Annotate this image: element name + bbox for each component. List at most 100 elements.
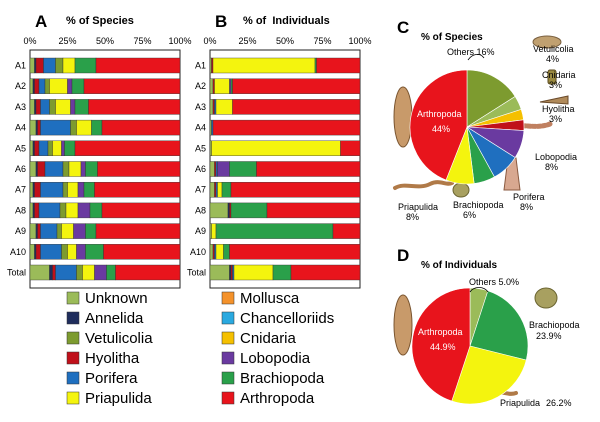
legend-swatch-annelida xyxy=(66,311,80,325)
bar-segment-a7-unknown xyxy=(29,181,34,198)
bar-segment-a2-unknown xyxy=(29,78,34,94)
bar-segment-a10-arthropoda xyxy=(229,244,361,260)
bar-segment-total-lobopodia xyxy=(94,264,107,281)
bar-segment-a7-arthropoda xyxy=(94,181,181,198)
bar-segment-total-arthropoda xyxy=(115,264,181,281)
bar-segment-a3-priapulida xyxy=(215,99,233,115)
bar-segment-a6-hyolitha xyxy=(37,161,46,177)
bar-segment-a1-hyolitha xyxy=(35,57,44,74)
bar-segment-a3-brachiopoda xyxy=(74,99,89,115)
panel-c-pie-chart xyxy=(409,69,525,185)
row-label: A7 xyxy=(195,185,206,195)
legend-swatch-priapulida xyxy=(66,391,80,405)
legend-label-lobopodia: Lobopodia xyxy=(240,350,311,367)
row-label: A10 xyxy=(190,247,206,257)
arthropod-specimen-icon xyxy=(393,294,413,356)
panel-c-title: % of Species xyxy=(421,32,483,43)
bar-segment-a4-brachiopoda xyxy=(91,119,103,136)
pie-slice-arthropoda xyxy=(411,287,471,402)
bar-segment-a2-lobopodia xyxy=(67,78,73,94)
panel-a-bar-chart: 0% 25% 50% 75% 100% A1 A2 A3 A4 A5 A6 A7 A8 A9 A10 Tota… xyxy=(7,36,192,289)
bar-segment-a4-porifera xyxy=(211,119,214,136)
row-label: A6 xyxy=(15,164,26,174)
bar-segment-a8-brachiopoda xyxy=(89,202,103,219)
bar-segment-a5-brachiopoda xyxy=(64,140,76,157)
bar-segment-a5-lobopodia xyxy=(61,140,65,157)
legend-swatch-mollusca xyxy=(221,291,235,305)
pie-c-label-arthropoda-value: 44% xyxy=(432,124,450,134)
pie-d-label-priapulida-value: 26.2% xyxy=(546,398,572,408)
bar-segment-a9-vetulicolia xyxy=(56,223,62,239)
bar-segment-a8-unknown xyxy=(209,202,229,219)
bar-segment-a7-hyolitha xyxy=(34,181,41,198)
bar-segment-a4-priapulida xyxy=(76,119,92,136)
bar-segment-a10-hyolitha xyxy=(212,244,215,260)
row-label: Total xyxy=(7,268,26,278)
panel-c-letter: C xyxy=(397,18,409,37)
pie-c-label-priapulida-value: 8% xyxy=(406,212,419,222)
bar-segment-a1-priapulida xyxy=(212,57,316,74)
legend-label-chancelloriids: Chancelloriids xyxy=(240,310,334,327)
bar-segment-a1-vetulicolia xyxy=(55,57,64,74)
row-label: A8 xyxy=(195,205,206,215)
row-label: A7 xyxy=(15,185,26,195)
bar-segment-a2-priapulida xyxy=(214,78,230,94)
arthropod-specimen-icon xyxy=(393,86,413,148)
row-label: A1 xyxy=(15,61,26,71)
bar-segment-a5-annelida xyxy=(32,140,35,157)
bar-segment-a2-hyolitha xyxy=(34,78,40,94)
bar-segment-a9-priapulida xyxy=(211,223,217,239)
bar-segment-a9-unknown xyxy=(29,223,37,239)
panel-d-labels: Others 5.0% Brachiopoda 23.9% Priapulida… xyxy=(418,277,580,408)
bar-segment-a1-brachiopoda xyxy=(314,57,317,74)
legend-label-vetulicolia: Vetulicolia xyxy=(85,330,153,347)
bar-segment-a3-hyolitha xyxy=(35,99,41,115)
bar-segment-total-priapulida xyxy=(82,264,95,281)
panel-d-title: % of Individuals xyxy=(421,260,498,271)
tick-label: 100% xyxy=(348,36,371,46)
row-label: A2 xyxy=(15,81,26,91)
pie-c-label-lobopodia-value: 8% xyxy=(545,162,558,172)
bar-segment-a9-annelida xyxy=(35,223,38,239)
pie-d-label-arthropoda-name: Arthropoda xyxy=(418,327,463,337)
pie-d-label-others: Others 5.0% xyxy=(469,277,519,287)
pie-slice-arthropoda xyxy=(409,69,468,181)
bar-segment-a5-hyolitha xyxy=(34,140,40,157)
bar-segment-a5-priapulida xyxy=(52,140,62,157)
legend-label-porifera: Porifera xyxy=(85,370,138,387)
bar-segment-a6-brachiopoda xyxy=(85,161,98,177)
bar-segment-a1-arthropoda xyxy=(95,57,181,74)
bar-segment-a1-hyolitha xyxy=(211,57,214,74)
cnidaria-polyp-icon xyxy=(547,69,557,85)
bar-segment-a6-porifera xyxy=(44,161,64,177)
row-label: A5 xyxy=(195,143,206,153)
pie-d-label-brachiopoda-name: Brachiopoda xyxy=(529,320,580,330)
vetulicolia-specimen-icon xyxy=(532,35,562,49)
bar-segment-a10-lobopodia xyxy=(76,244,86,260)
bar-segment-a8-unknown xyxy=(29,202,34,219)
bar-segment-a5-priapulida xyxy=(211,140,341,157)
bar-segment-a10-unknown xyxy=(29,244,35,260)
bar-segment-total-arthropoda xyxy=(290,264,361,281)
bar-segment-a6-lobopodia xyxy=(80,161,86,177)
bar-segment-a3-annelida xyxy=(34,99,37,115)
row-label: A3 xyxy=(195,102,206,112)
bar-segment-a2-vetulicolia xyxy=(44,78,50,94)
bar-segment-a2-brachiopoda xyxy=(230,78,233,94)
bar-segment-a7-unknown xyxy=(209,181,215,198)
bar-segment-a3-porifera xyxy=(214,99,217,115)
tick-label: 75% xyxy=(133,36,151,46)
bar-segment-a10-annelida xyxy=(34,244,37,260)
bar-segment-a2-brachiopoda xyxy=(71,78,85,94)
pie-c-label-porifera-value: 8% xyxy=(520,202,533,212)
tick-label: 0% xyxy=(203,36,216,46)
pie-c-label-others: Others 16% xyxy=(447,47,495,57)
bar-segment-a7-vetulicolia xyxy=(62,181,68,198)
row-label: A1 xyxy=(195,61,206,71)
bar-segment-a6-unknown xyxy=(29,161,37,177)
bar-segment-a6-annelida xyxy=(35,161,38,177)
row-label: A2 xyxy=(195,81,206,91)
legend: Unknown Annelida Vetulicolia Hyolitha Porife… xyxy=(66,290,334,407)
bar-segment-a8-arthropoda xyxy=(266,202,361,219)
bar-segment-a3-priapulida xyxy=(55,99,71,115)
